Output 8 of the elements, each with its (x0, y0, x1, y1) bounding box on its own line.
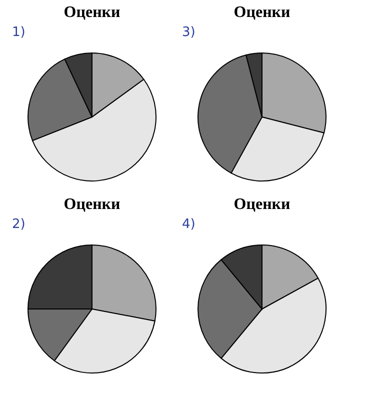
text: 4) (182, 217, 196, 232)
chart-title: Оценки (234, 196, 290, 213)
chart-title: Оценки (234, 4, 290, 21)
text: 1) (12, 25, 26, 40)
text: 2) (12, 217, 26, 232)
chart-title: Оценки (64, 4, 120, 21)
text: 3) (182, 25, 196, 40)
chart-title: Оценки (64, 196, 120, 213)
